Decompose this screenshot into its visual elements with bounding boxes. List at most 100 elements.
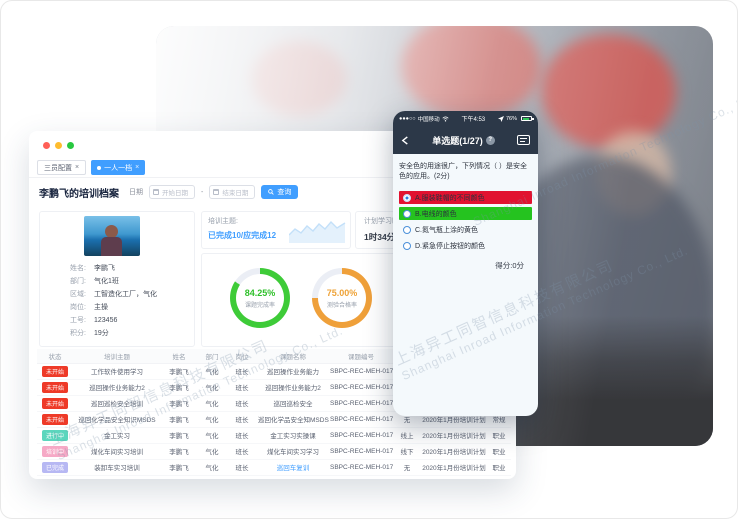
minimize-window-button[interactable] bbox=[55, 142, 62, 149]
topic-label: 培训主题: bbox=[208, 218, 238, 225]
page-title: 李鹏飞的培训档案 bbox=[39, 188, 119, 200]
calendar-icon bbox=[213, 189, 220, 195]
tab-label: 一人一档 bbox=[104, 164, 133, 172]
field-label: 姓名: bbox=[70, 265, 86, 272]
battery-percent-label: 76% bbox=[505, 115, 517, 122]
column-header: 课题名称 bbox=[257, 349, 329, 364]
back-arrow-icon[interactable] bbox=[401, 135, 410, 145]
quiz-title: 单选题(1/27) bbox=[432, 135, 483, 146]
status-cell: 未开始 bbox=[37, 395, 73, 412]
table-cell: 班长 bbox=[227, 379, 257, 396]
topic-progress-value: 已完成10/应完成12 bbox=[208, 231, 277, 240]
options-list: A.服装鞋帽的不同颜色 B.电线的颜色 C.氮气瓶上涂的黄色 D.紧急停止按钮的… bbox=[399, 191, 532, 252]
course-name: 巡回化学品安全知MSDS bbox=[258, 417, 329, 424]
option-label: D.紧急停止按钮的颜色 bbox=[415, 242, 485, 250]
close-tab-icon[interactable]: × bbox=[75, 164, 80, 171]
search-button[interactable]: 查询 bbox=[261, 185, 299, 199]
field-value: 主操 bbox=[94, 304, 108, 311]
pass-rate-donut: 75.00% 测验合格率 bbox=[312, 268, 372, 328]
course-cell: 巡回操作业务能力 bbox=[257, 363, 329, 380]
table-row: 未开始 巡回巡检安全培训 李鹏飞 气化 班长 巡回巡检安全 SBPC-REC-MEH-017 bbox=[37, 395, 511, 412]
table-cell: 气化 bbox=[197, 379, 227, 396]
status-badge: 未开始 bbox=[41, 365, 68, 377]
table-cell: 班长 bbox=[227, 395, 257, 412]
phone-status-bar: ●●●○○ 中国移动 下午4:53 76% bbox=[393, 111, 538, 126]
option-c[interactable]: C.氮气瓶上涂的黄色 bbox=[399, 223, 532, 236]
help-icon[interactable]: ? bbox=[485, 135, 495, 145]
status-badge: 已完成 bbox=[41, 461, 68, 473]
table-cell: 巡回化学品安全知识MSDS bbox=[73, 411, 161, 428]
end-date-placeholder: 结束日期 bbox=[222, 190, 249, 197]
course-name: 金工实习实操课 bbox=[270, 433, 316, 440]
column-header: 姓名 bbox=[161, 349, 197, 364]
toolbar: 李鹏飞的培训档案 日期 开始日期 - 结束日期 查询 bbox=[39, 183, 506, 201]
answer-sheet-icon[interactable] bbox=[517, 135, 530, 145]
table-cell: 线下 bbox=[393, 443, 421, 460]
option-label: A.服装鞋帽的不同颜色 bbox=[415, 194, 485, 202]
table-cell: SBPC-REC-MEH-017 bbox=[329, 459, 393, 476]
maximize-window-button[interactable] bbox=[67, 142, 74, 149]
field-label: 岗位: bbox=[70, 304, 86, 311]
tab-personal-archive[interactable]: 一人一档 × bbox=[91, 160, 146, 175]
field-label: 区域: bbox=[70, 291, 86, 298]
table-cell: 气化 bbox=[197, 427, 227, 444]
option-a[interactable]: A.服装鞋帽的不同颜色 bbox=[399, 191, 532, 205]
table-cell: 职业 bbox=[487, 443, 511, 460]
radio-selected-icon[interactable] bbox=[403, 193, 411, 202]
completion-rate-label: 课题完成率 bbox=[244, 302, 275, 309]
tab-dot-icon bbox=[97, 165, 102, 170]
field-label: 工号: bbox=[70, 317, 86, 324]
score-label: 得分:0分 bbox=[495, 261, 524, 271]
calendar-icon bbox=[153, 189, 159, 195]
status-cell: 培训中 bbox=[37, 443, 73, 460]
column-header: 培训主题 bbox=[73, 349, 161, 364]
table-cell: 金工实习 bbox=[73, 427, 161, 444]
course-cell: 煤化车间实习学习 bbox=[257, 443, 329, 460]
option-d[interactable]: D.紧急停止按钮的颜色 bbox=[399, 239, 532, 252]
table-cell: 气化 bbox=[197, 443, 227, 460]
course-name: 巡回操作业务能力2 bbox=[265, 385, 321, 392]
course-cell: 巡回车复训 bbox=[257, 459, 329, 476]
table-cell: 线上 bbox=[393, 427, 421, 444]
close-window-button[interactable] bbox=[43, 142, 50, 149]
field-value: 19分 bbox=[94, 330, 109, 337]
table-cell: 气化 bbox=[197, 411, 227, 428]
table-row: 培训中 煤化车间实习培训 李鹏飞 气化 班长 煤化车间实习学习 SBPC-REC-MEH-0… bbox=[37, 443, 511, 460]
status-badge: 培训中 bbox=[41, 445, 68, 457]
table-cell: 职业 bbox=[487, 459, 511, 476]
table-cell: 气化 bbox=[197, 459, 227, 476]
start-date-placeholder: 开始日期 bbox=[162, 190, 188, 197]
radio-icon[interactable] bbox=[403, 225, 411, 234]
sparkline-chart bbox=[289, 220, 346, 243]
date-range-separator: - bbox=[201, 188, 204, 196]
end-date-input[interactable]: 结束日期 bbox=[209, 185, 256, 199]
question-text: 安全色的用途很广，下列情况（ ）是安全色的应用。(2分) bbox=[399, 163, 527, 181]
status-badge: 未开始 bbox=[41, 413, 68, 425]
column-header: 岗位 bbox=[227, 349, 257, 364]
course-link[interactable]: 巡回车复训 bbox=[276, 465, 310, 472]
course-cell: 巡回巡检安全 bbox=[257, 395, 329, 412]
table-cell: 2020年1月份培训计划 bbox=[421, 443, 487, 460]
battery-icon bbox=[521, 116, 534, 121]
column-header: 状态 bbox=[37, 349, 73, 364]
signal-strength-icon: ●●●○○ bbox=[399, 115, 416, 122]
field-value: 123456 bbox=[94, 317, 118, 324]
table-cell: 班长 bbox=[227, 459, 257, 476]
option-b[interactable]: B.电线的颜色 bbox=[399, 207, 532, 221]
course-name: 煤化车间实习学习 bbox=[267, 449, 319, 456]
radio-icon[interactable] bbox=[403, 209, 411, 218]
close-tab-icon[interactable]: × bbox=[135, 164, 140, 171]
status-cell: 进行中 bbox=[37, 427, 73, 444]
tab-label: 三员配置 bbox=[44, 164, 72, 172]
profile-card: 姓名: 李鹏飞 部门: 气化1班 区域: 工智造化工厂，气化 岗位: 主操 工号: 123… bbox=[39, 211, 195, 347]
search-icon bbox=[268, 189, 275, 195]
start-date-input[interactable]: 开始日期 bbox=[149, 185, 195, 199]
table-cell: 气化 bbox=[197, 395, 227, 412]
radio-icon[interactable] bbox=[403, 241, 411, 250]
course-cell: 巡回操作业务能力2 bbox=[257, 379, 329, 396]
table-cell: 气化 bbox=[197, 363, 227, 380]
phone-quiz-screen: ●●●○○ 中国移动 下午4:53 76% 单选题(1/27) ? 安全色的用途… bbox=[393, 111, 538, 416]
table-cell: 职业 bbox=[487, 427, 511, 444]
tab-config[interactable]: 三员配置 × bbox=[37, 160, 87, 175]
table-cell: 班长 bbox=[227, 363, 257, 380]
